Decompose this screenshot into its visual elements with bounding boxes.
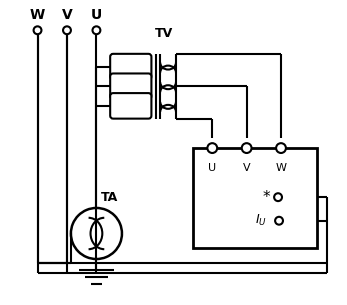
Bar [193,148,318,248]
Text: W: W [276,163,287,173]
FancyBboxPatch shape [110,54,151,79]
Circle shape [275,217,283,225]
Text: *: * [262,190,270,205]
Text: W: W [30,9,45,22]
Text: V: V [62,9,73,22]
Circle shape [242,143,252,153]
Text: U: U [208,163,216,173]
Circle shape [276,143,286,153]
Text: TA: TA [101,191,119,204]
FancyBboxPatch shape [110,74,151,99]
Text: U: U [91,9,102,22]
Circle shape [274,193,282,201]
Circle shape [63,26,71,34]
Text: $I_U$: $I_U$ [255,213,267,228]
Circle shape [208,143,217,153]
Circle shape [34,26,41,34]
Text: TV: TV [155,27,174,40]
Circle shape [93,26,100,34]
Text: V: V [243,163,251,173]
FancyBboxPatch shape [110,93,151,119]
